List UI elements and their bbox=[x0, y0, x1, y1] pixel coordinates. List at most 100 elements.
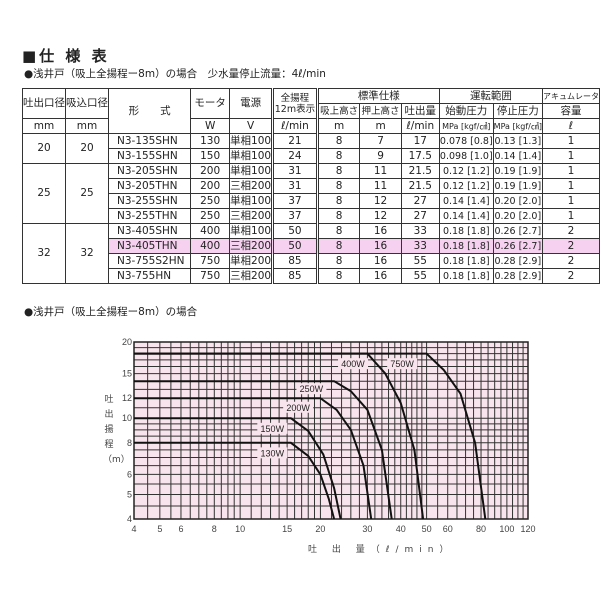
stop-cell: 0.28 [2.9] bbox=[492, 268, 543, 284]
model-cell: N3-405THN bbox=[107, 238, 192, 254]
curve-label-bg bbox=[387, 358, 418, 370]
flow-cell: 33 bbox=[400, 238, 440, 254]
curve-label-bg bbox=[296, 383, 327, 395]
header-stop-pressure: 停止圧力 bbox=[492, 103, 543, 119]
push-cell: 16 bbox=[359, 238, 402, 254]
suction-cell: 8 bbox=[316, 238, 361, 254]
table-row: N3-755HN 750 三相200 85 8 16 55 0.18 [1.8] 0.28 [2… bbox=[23, 268, 600, 284]
header-discharge-bore: 吐出口径 bbox=[22, 88, 66, 119]
curve-label-bg bbox=[283, 401, 314, 413]
curve-250W bbox=[134, 380, 393, 520]
x-tick-label: 30 bbox=[362, 524, 372, 534]
power-cell: 単相100 bbox=[229, 148, 275, 164]
y-tick-label: 6 bbox=[127, 469, 132, 479]
x-tick-label: 10 bbox=[235, 524, 245, 534]
y-axis-label: 吐出揚程（m） bbox=[103, 395, 130, 465]
x-tick-label: 20 bbox=[315, 524, 325, 534]
table-row: N3-755S2HN 750 単相200 85 8 16 55 0.18 [1.8] 0.28 … bbox=[23, 253, 600, 269]
power-cell: 単相200 bbox=[229, 253, 275, 269]
x-tick-label: 100 bbox=[499, 524, 514, 534]
curve-label: 750W bbox=[390, 359, 414, 369]
model-cell: N3-255THN bbox=[107, 208, 192, 224]
motor-cell: 200 bbox=[190, 178, 231, 194]
table-subtitle: ●浅井戸（吸上全揚程ー8m）の場合 少水量停止流量：4ℓ/min bbox=[24, 68, 326, 80]
motor-cell: 400 bbox=[190, 238, 231, 254]
header-total-head: 全揚程12m表示 bbox=[272, 88, 319, 119]
head12-cell: 24 bbox=[272, 148, 319, 164]
x-tick-label: 15 bbox=[282, 524, 292, 534]
power-cell: 三相200 bbox=[229, 178, 275, 194]
x-axis-label: 吐 出 量（ℓ/min） bbox=[308, 545, 455, 555]
table-row: N3-205THN 200 三相200 31 8 11 21.5 0.12 [1.2] 0.19… bbox=[23, 178, 600, 194]
model-cell: N3-155SHN bbox=[107, 148, 192, 164]
x-tick-label: 120 bbox=[520, 524, 535, 534]
model-cell: N3-255SHN bbox=[107, 193, 192, 209]
curve-label-bg bbox=[257, 422, 288, 434]
y-tick-label: 12 bbox=[122, 393, 132, 403]
curve-200W bbox=[134, 397, 373, 520]
x-tick-label: 60 bbox=[443, 524, 453, 534]
x-tick-label: 50 bbox=[422, 524, 432, 534]
discharge-bore-cell: 25 bbox=[22, 163, 66, 224]
power-cell: 三相200 bbox=[229, 208, 275, 224]
unit-cell: ℓ/min bbox=[400, 118, 440, 134]
curve-label: 150W bbox=[261, 424, 285, 434]
header-capacity: 容量 bbox=[541, 103, 600, 119]
suction-bore-cell: 32 bbox=[65, 223, 109, 284]
x-tick-label: 5 bbox=[157, 524, 162, 534]
curve-label-bg bbox=[338, 358, 369, 370]
header-discharge: 吐出量 bbox=[400, 103, 440, 119]
y-tick-label: 15 bbox=[122, 369, 132, 379]
curve-150W bbox=[134, 417, 342, 520]
header-motor: モータ bbox=[190, 88, 231, 119]
start-cell: 0.18 [1.8] bbox=[438, 238, 494, 254]
acc-cell: 2 bbox=[541, 268, 600, 284]
header-suction-bore: 吸込口径 bbox=[65, 88, 109, 119]
curve-130W bbox=[134, 441, 336, 520]
model-cell: N3-205THN bbox=[107, 178, 192, 194]
motor-cell: 400 bbox=[190, 223, 231, 239]
table-row: 32 32 N3-405SHN 400 単相100 50 8 16 33 0.18 [1.8] 0.… bbox=[22, 223, 600, 284]
curve-label: 250W bbox=[300, 384, 324, 394]
suction-bore-cell: 20 bbox=[65, 133, 109, 164]
motor-cell: 750 bbox=[190, 253, 231, 269]
y-tick-label: 4 bbox=[127, 514, 132, 524]
curve-label-bg bbox=[257, 447, 288, 459]
spec-table: 吐出口径 吸込口径 形 式 モータ 電源 全揚程12m表示 標準仕様 運転範囲 … bbox=[22, 88, 600, 284]
flow-cell: 17.5 bbox=[400, 148, 440, 164]
power-cell: 三相200 bbox=[229, 238, 275, 254]
stop-cell: 0.26 [2.7] bbox=[492, 223, 543, 239]
curve-label: 200W bbox=[286, 403, 310, 413]
header-power: 電源 bbox=[229, 88, 275, 119]
y-tick-label: 5 bbox=[127, 489, 132, 499]
suction-cell: 8 bbox=[316, 268, 361, 284]
flow-cell: 21.5 bbox=[400, 178, 440, 194]
curve-label: 130W bbox=[261, 448, 285, 458]
push-cell: 11 bbox=[359, 163, 402, 179]
model-cell: N3-755HN bbox=[107, 268, 192, 284]
power-cell: 単相100 bbox=[229, 193, 275, 209]
power-cell: 単相100 bbox=[229, 133, 275, 149]
head12-cell: 50 bbox=[272, 223, 319, 239]
page-title: ■仕 様 表 bbox=[22, 47, 110, 65]
table-row: N3-255SHN 250 単相100 37 8 12 27 0.14 [1.4] 0.20 [… bbox=[23, 193, 600, 209]
flow-cell: 55 bbox=[400, 253, 440, 269]
curve-label: 400W bbox=[341, 359, 365, 369]
acc-cell: 2 bbox=[541, 238, 600, 254]
x-tick-label: 40 bbox=[396, 524, 406, 534]
table-row: N3-255THN 250 三相200 37 8 12 27 0.14 [1.4] 0.20 [… bbox=[23, 208, 600, 224]
chart-subtitle: ●浅井戸（吸上全揚程ー8m）の場合 bbox=[24, 306, 198, 318]
y-tick-label: 20 bbox=[122, 337, 132, 347]
curve-750W bbox=[134, 352, 487, 520]
flow-cell: 55 bbox=[400, 268, 440, 284]
motor-cell: 200 bbox=[190, 163, 231, 179]
power-cell: 三相200 bbox=[229, 268, 275, 284]
plot-frame bbox=[133, 341, 529, 520]
push-cell: 16 bbox=[359, 223, 402, 239]
x-tick-label: 80 bbox=[476, 524, 486, 534]
x-tick-label: 6 bbox=[178, 524, 183, 534]
x-tick-label: 4 bbox=[131, 524, 136, 534]
unit-cell: V bbox=[229, 118, 275, 134]
motor-cell: 130 bbox=[190, 133, 231, 149]
